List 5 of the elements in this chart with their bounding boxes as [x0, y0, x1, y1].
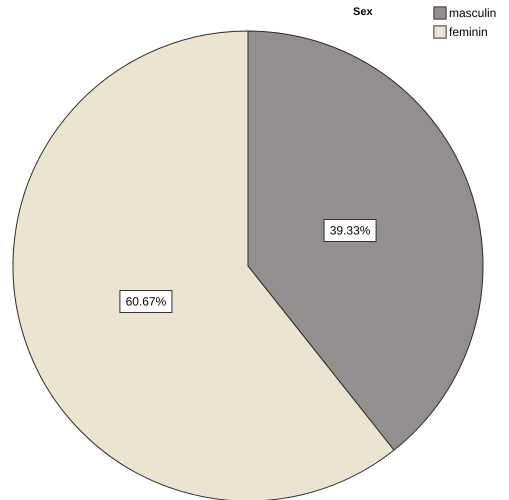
legend-label: feminin [449, 25, 488, 39]
legend-label: masculin [449, 6, 496, 20]
data-label: 39.33% [330, 223, 371, 238]
legend-title: Sex [353, 6, 374, 18]
data-label: 60.67% [126, 294, 167, 309]
